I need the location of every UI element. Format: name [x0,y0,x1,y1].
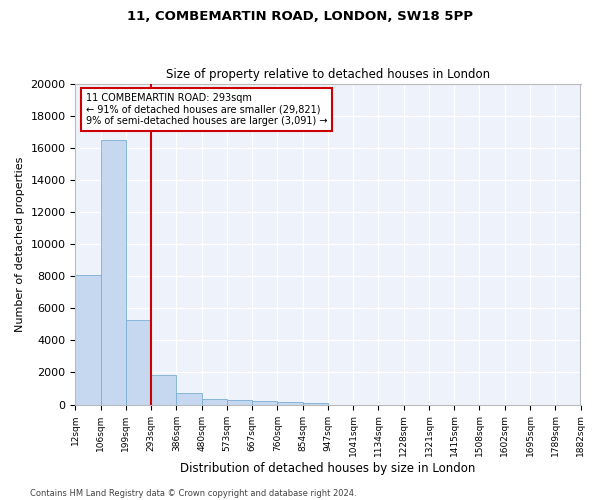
X-axis label: Distribution of detached houses by size in London: Distribution of detached houses by size … [180,462,476,475]
Text: Contains HM Land Registry data © Crown copyright and database right 2024.: Contains HM Land Registry data © Crown c… [30,488,356,498]
Bar [126,320,151,404]
Bar [252,401,277,404]
Text: 11, COMBEMARTIN ROAD, LONDON, SW18 5PP: 11, COMBEMARTIN ROAD, LONDON, SW18 5PP [127,10,473,23]
Bar [302,402,328,404]
Bar [151,375,176,404]
Y-axis label: Number of detached properties: Number of detached properties [15,156,25,332]
Title: Size of property relative to detached houses in London: Size of property relative to detached ho… [166,68,490,81]
Bar [76,274,101,404]
Bar [202,398,227,404]
Bar [176,394,202,404]
Bar [277,402,302,404]
Bar [101,140,126,404]
Bar [227,400,252,404]
Text: 11 COMBEMARTIN ROAD: 293sqm
← 91% of detached houses are smaller (29,821)
9% of : 11 COMBEMARTIN ROAD: 293sqm ← 91% of det… [86,93,327,126]
